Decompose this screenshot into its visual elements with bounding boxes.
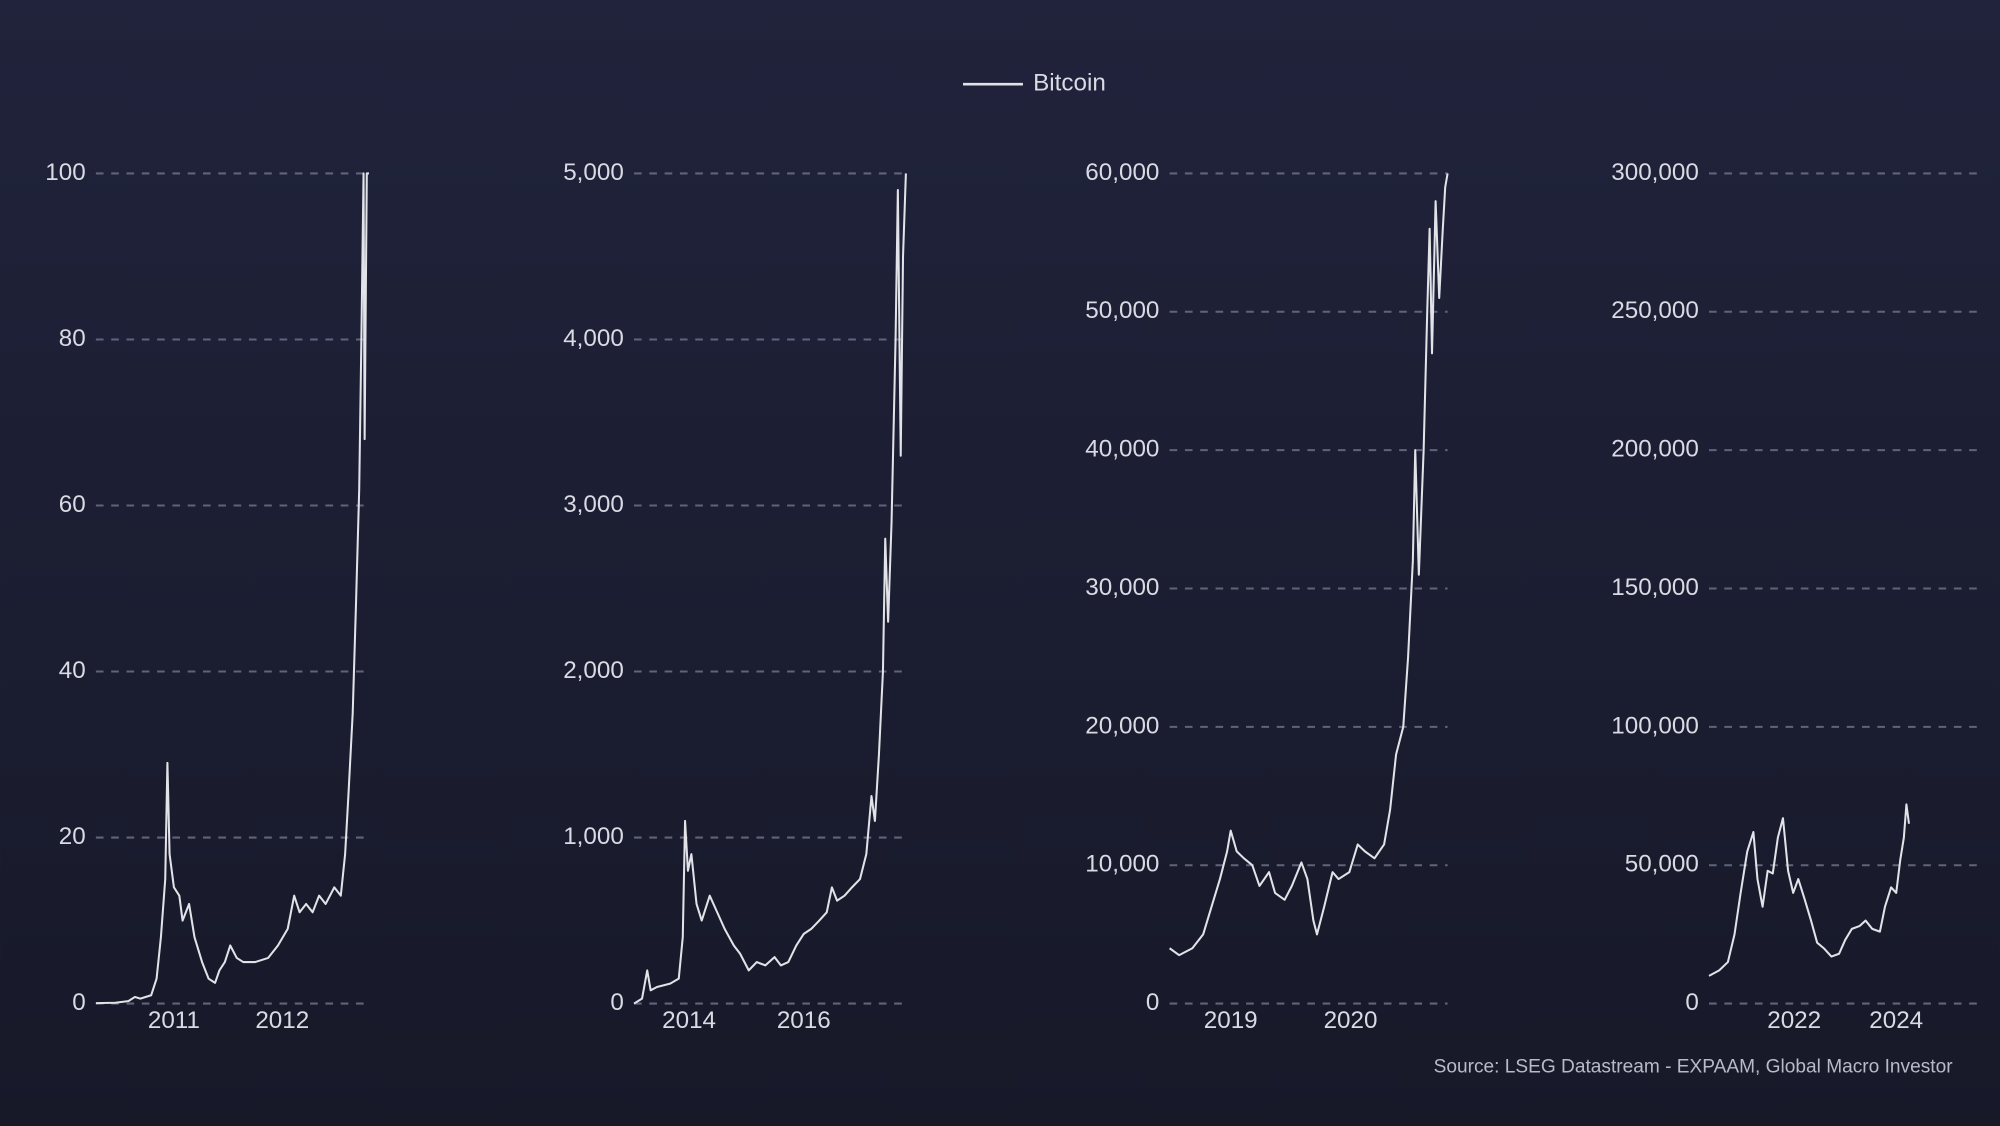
x-tick-label: 2016 [777,1007,831,1034]
x-tick-label: 2011 [148,1007,200,1034]
y-tick-label: 150,000 [1611,574,1699,601]
y-tick-label: 100,000 [1611,712,1699,739]
y-tick-label: 200,000 [1611,436,1699,463]
x-tick-label: 2019 [1204,1007,1258,1034]
x-tick-label: 2022 [1767,1007,1821,1034]
x-tick-label: 2020 [1324,1007,1378,1034]
x-tick-label: 2014 [662,1007,716,1034]
y-tick-label: 5,000 [563,159,624,186]
y-tick-label: 0 [1685,989,1698,1016]
y-tick-label: 50,000 [1085,297,1159,324]
y-tick-label: 60 [59,491,86,518]
x-tick-label: 2024 [1869,1007,1923,1034]
y-tick-label: 20,000 [1085,712,1159,739]
y-tick-label: 0 [610,989,623,1016]
y-tick-label: 250,000 [1611,297,1699,324]
y-tick-label: 20 [59,823,86,850]
y-tick-label: 2,000 [563,657,624,684]
y-tick-label: 3,000 [563,491,624,518]
y-tick-label: 100 [45,159,85,186]
y-tick-label: 80 [59,325,86,352]
y-tick-label: 30,000 [1085,574,1159,601]
x-tick-label: 2012 [255,1007,309,1034]
y-tick-label: 4,000 [563,325,624,352]
data-line [1708,803,1910,977]
y-tick-label: 40,000 [1085,436,1159,463]
y-tick-label: 0 [1146,989,1159,1016]
y-tick-label: 60,000 [1085,159,1159,186]
data-line [1169,173,1449,957]
data-line [633,173,907,1005]
y-tick-label: 10,000 [1085,851,1159,878]
legend-label: Bitcoin [1033,70,1106,97]
y-tick-label: 40 [59,657,86,684]
y-tick-label: 50,000 [1625,851,1699,878]
y-tick-label: 1,000 [563,823,624,850]
data-line [95,172,369,1005]
source-note: Source: LSEG Datastream - EXPAAM, Global… [1434,1056,1954,1077]
y-tick-label: 0 [72,989,85,1016]
y-tick-label: 300,000 [1611,159,1699,186]
